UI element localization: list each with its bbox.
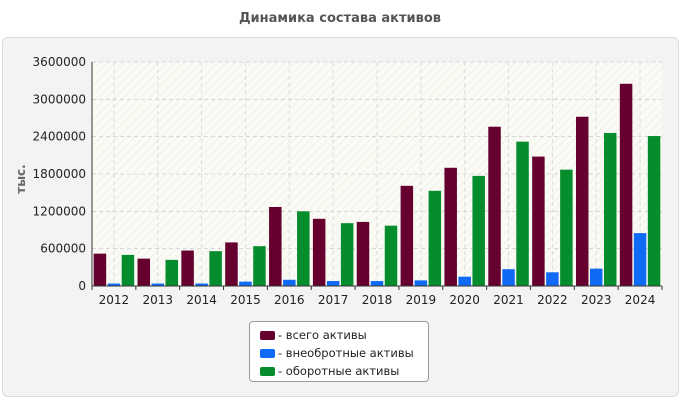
legend-label-total: - всего активы xyxy=(278,328,367,342)
legend-item-current-assets: - оборотные активы xyxy=(250,362,428,380)
bar-2022-s2 xyxy=(560,169,573,286)
legend-item-total-assets: - всего активы xyxy=(250,326,428,344)
bar-2022-s0 xyxy=(532,156,545,286)
bar-2015-s1 xyxy=(239,281,252,286)
y-tick-label: 1200000 xyxy=(33,204,86,218)
bar-2019-s0 xyxy=(400,185,414,286)
bar-2020-s2 xyxy=(472,175,485,286)
y-tick-label: 600000 xyxy=(40,242,86,256)
bar-2020-s0 xyxy=(444,167,457,286)
y-tick-label: 3600000 xyxy=(33,55,86,69)
x-tick-label: 2019 xyxy=(406,293,437,307)
bar-2015-s2 xyxy=(253,246,266,286)
y-axis-label: тыс. xyxy=(14,164,28,194)
bar-2014-s2 xyxy=(209,251,222,286)
bar-2016-s0 xyxy=(269,206,282,286)
bar-2012-s2 xyxy=(121,254,135,286)
bar-2013-s1 xyxy=(151,283,165,286)
bar-2020-s1 xyxy=(458,276,471,286)
x-tick-label: 2021 xyxy=(493,293,524,307)
bar-2024-s1 xyxy=(633,233,647,286)
bar-2017-s2 xyxy=(340,223,354,286)
x-tick-label: 2023 xyxy=(581,293,612,307)
bar-2024-s2 xyxy=(647,136,661,286)
x-tick-label: 2018 xyxy=(362,293,393,307)
bar-2021-s0 xyxy=(488,126,501,286)
legend-swatch-noncurrent xyxy=(260,348,275,358)
bar-2014-s0 xyxy=(181,250,194,286)
chart-title: Динамика состава активов xyxy=(238,11,442,26)
y-tick-label: 2400000 xyxy=(33,130,86,144)
x-tick-label: 2024 xyxy=(625,293,656,307)
bar-2019-s2 xyxy=(428,190,442,286)
x-tick-label: 2013 xyxy=(142,293,173,307)
x-tick-label: 2016 xyxy=(274,293,305,307)
bar-2021-s1 xyxy=(502,269,515,286)
bar-2017-s0 xyxy=(312,218,326,286)
bar-2021-s2 xyxy=(516,141,529,286)
bar-2019-s1 xyxy=(414,280,428,286)
x-tick-label: 2020 xyxy=(449,293,480,307)
x-tick-label: 2012 xyxy=(99,293,130,307)
legend-label-current: - оборотные активы xyxy=(278,364,400,378)
legend: - всего активы - внеобротные активы - об… xyxy=(249,321,429,382)
x-tick-label: 2014 xyxy=(186,293,217,307)
bar-2016-s1 xyxy=(283,279,296,286)
bar-2015-s0 xyxy=(225,242,238,286)
bar-2022-s1 xyxy=(546,272,559,286)
legend-item-noncurrent-assets: - внеобротные активы xyxy=(250,344,428,362)
bar-2012-s1 xyxy=(107,283,121,286)
legend-label-noncurrent: - внеобротные активы xyxy=(278,346,414,360)
x-tick-label: 2022 xyxy=(537,293,568,307)
y-tick-label: 1800000 xyxy=(33,167,86,181)
bar-2016-s2 xyxy=(297,211,310,286)
bar-2017-s1 xyxy=(326,281,340,286)
bar-2018-s0 xyxy=(356,221,370,286)
y-tick-label: 3000000 xyxy=(33,92,86,106)
bar-2014-s1 xyxy=(195,283,208,286)
bar-2013-s0 xyxy=(137,258,151,286)
bar-2018-s2 xyxy=(384,225,398,286)
bar-2023-s0 xyxy=(575,116,589,286)
legend-swatch-total xyxy=(260,330,275,340)
x-tick-label: 2015 xyxy=(230,293,261,307)
bar-2023-s1 xyxy=(589,268,603,286)
bar-2023-s2 xyxy=(603,132,617,286)
bar-2012-s0 xyxy=(93,253,107,286)
bar-2024-s0 xyxy=(619,83,633,287)
bar-2013-s2 xyxy=(165,259,179,286)
bar-2018-s1 xyxy=(370,281,384,286)
x-tick-label: 2017 xyxy=(318,293,349,307)
legend-swatch-current xyxy=(260,366,275,376)
y-tick-label: 0 xyxy=(78,279,86,293)
